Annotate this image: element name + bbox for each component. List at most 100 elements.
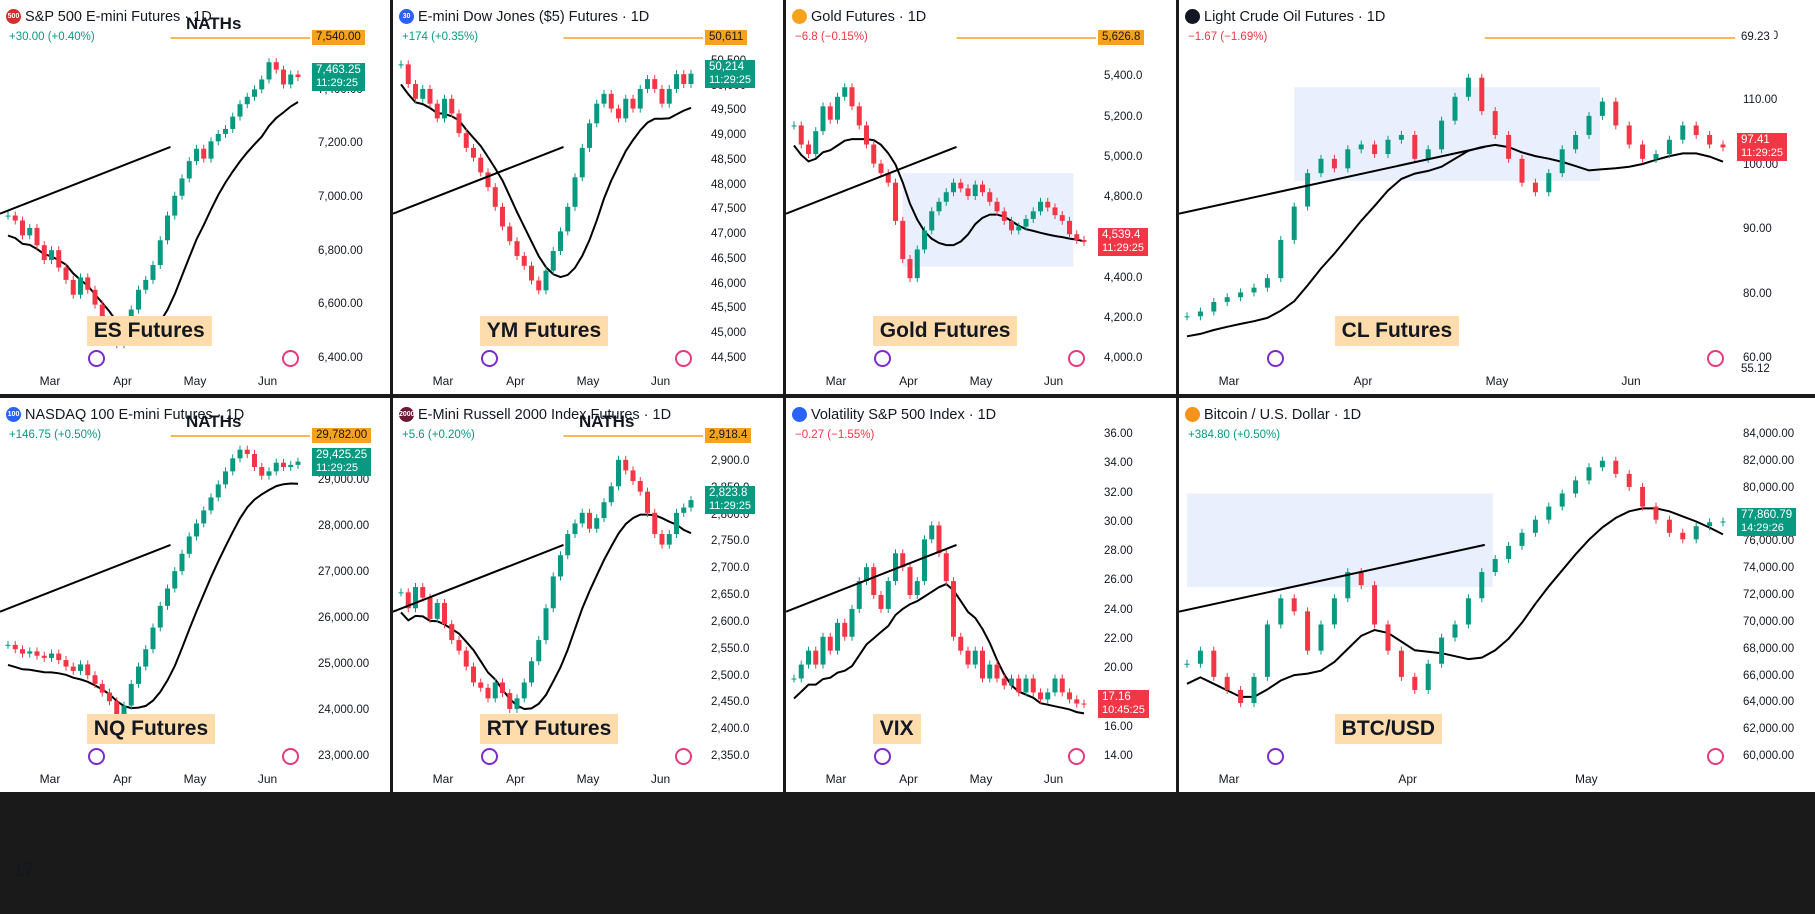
candle [442, 602, 447, 625]
month-label: Mar [39, 374, 61, 388]
replay-icon[interactable] [874, 350, 891, 367]
price-tick: 28,000.00 [318, 520, 370, 532]
candle [12, 215, 18, 221]
replay-icon[interactable] [481, 748, 498, 765]
candle [1184, 316, 1190, 318]
replay-icon[interactable] [874, 748, 891, 765]
candle [273, 62, 279, 70]
candle [1385, 139, 1391, 155]
candle [929, 525, 935, 540]
price-tick: 7,200.00 [318, 137, 363, 150]
candle [420, 587, 426, 598]
price-chart[interactable] [393, 0, 783, 394]
candle [1439, 637, 1445, 664]
panel-cl[interactable]: Light Crude Oil Futures · 1D −1.67 (−1.69… [1179, 0, 1815, 394]
panel-nq[interactable]: 100 NASDAQ 100 E-mini Futures · 1D +146.75… [0, 398, 390, 792]
panel-es[interactable]: 500 S&P 500 E-mini Futures · 1D +30.00 (+0… [0, 0, 390, 394]
replay-icon[interactable] [1267, 350, 1284, 367]
bar-countdown: 11:29:25 [316, 77, 359, 89]
candle [1546, 506, 1552, 520]
candle [674, 512, 679, 535]
panel-rty[interactable]: 2000 E-Mini Russell 2000 Index Futures · … [393, 398, 783, 792]
last-price-tag: 17.16 10:45:25 [1098, 690, 1149, 719]
alert-bolt-icon[interactable] [1068, 350, 1085, 367]
candle [398, 64, 404, 66]
candle [864, 567, 869, 582]
alert-bolt-icon[interactable] [1707, 748, 1724, 765]
symbol-title[interactable]: Volatility S&P 500 Index · 1D [811, 406, 997, 423]
replay-icon[interactable] [1267, 748, 1284, 765]
panel-btc[interactable]: Bitcoin / U.S. Dollar · 1D +384.80 (+0.50… [1179, 398, 1815, 792]
candle [594, 103, 600, 124]
price-chart[interactable] [1179, 398, 1815, 792]
last-price: 29,425.25 [316, 448, 368, 461]
candle [1305, 173, 1311, 207]
panel-ym[interactable]: 30 E-mini Dow Jones ($5) Futures · 1D +174… [393, 0, 783, 394]
candle [878, 163, 884, 174]
candle [798, 125, 804, 145]
price-chart[interactable] [1179, 0, 1815, 394]
candle [449, 98, 455, 114]
candle [1067, 220, 1072, 235]
symbol-title[interactable]: S&P 500 E-mini Futures · 1D [25, 8, 212, 25]
candle [1184, 663, 1190, 665]
candle [666, 88, 672, 104]
candle [413, 587, 418, 609]
replay-icon[interactable] [481, 350, 498, 367]
candle [608, 486, 614, 503]
symbol-title[interactable]: Bitcoin / U.S. Dollar · 1D [1204, 406, 1362, 423]
candle [1707, 522, 1713, 527]
replay-icon[interactable] [88, 350, 105, 367]
price-tick: 44,500 [711, 352, 747, 364]
candle [914, 249, 920, 279]
panel-gc[interactable]: Gold Futures · 1D−6.8 (−0.15%)5,600.05,4… [786, 0, 1176, 394]
alert-bolt-icon[interactable] [1068, 748, 1085, 765]
month-label: May [1485, 374, 1509, 388]
candle [791, 125, 797, 127]
alert-bolt-icon[interactable] [1707, 350, 1724, 367]
price-chart[interactable] [786, 0, 1176, 394]
symbol-title[interactable]: Gold Futures · 1D [811, 8, 927, 25]
symbol-title[interactable]: E-Mini Russell 2000 Index Futures · 1D [418, 406, 672, 423]
candle [1074, 234, 1080, 240]
candle [856, 106, 862, 126]
trend-line [786, 145, 957, 215]
candle [842, 87, 848, 97]
candle [1016, 678, 1022, 693]
price-chart[interactable] [393, 398, 783, 792]
candle [201, 510, 207, 524]
moving-average-line [7, 482, 299, 710]
alert-bolt-icon[interactable] [675, 748, 692, 765]
candle [936, 525, 942, 554]
symbol-title[interactable]: Light Crude Oil Futures · 1D [1204, 8, 1386, 25]
symbol-title[interactable]: E-mini Dow Jones ($5) Futures · 1D [418, 8, 650, 25]
candle [1479, 77, 1485, 112]
price-chart[interactable] [0, 398, 390, 792]
trend-line [393, 145, 564, 215]
alert-bolt-icon[interactable] [282, 350, 299, 367]
candle [1251, 676, 1257, 704]
change-value: +30.00 (+0.40%) [9, 31, 95, 43]
candle [49, 250, 54, 261]
candle [907, 259, 913, 279]
candle [1264, 624, 1270, 677]
candle [456, 113, 462, 134]
candle [136, 289, 141, 310]
price-tick: 100.00 [1743, 158, 1779, 171]
candle [1251, 287, 1257, 293]
candle [237, 104, 243, 117]
naths-annotation: NATHs [186, 14, 242, 33]
candle [616, 108, 621, 119]
moving-average-line [1186, 507, 1724, 698]
price-tick: 27,000.00 [318, 566, 370, 578]
replay-icon[interactable] [88, 748, 105, 765]
candle [1030, 678, 1036, 693]
candle [922, 230, 927, 250]
alert-bolt-icon[interactable] [282, 748, 299, 765]
price-chart[interactable] [786, 398, 1176, 792]
bar-countdown: 11:29:25 [316, 461, 359, 474]
symbol-title[interactable]: NASDAQ 100 E-mini Futures · 1D [25, 406, 245, 423]
panel-vix[interactable]: Volatility S&P 500 Index · 1D −0.27 (−1.5… [786, 398, 1176, 792]
alert-bolt-icon[interactable] [675, 350, 692, 367]
